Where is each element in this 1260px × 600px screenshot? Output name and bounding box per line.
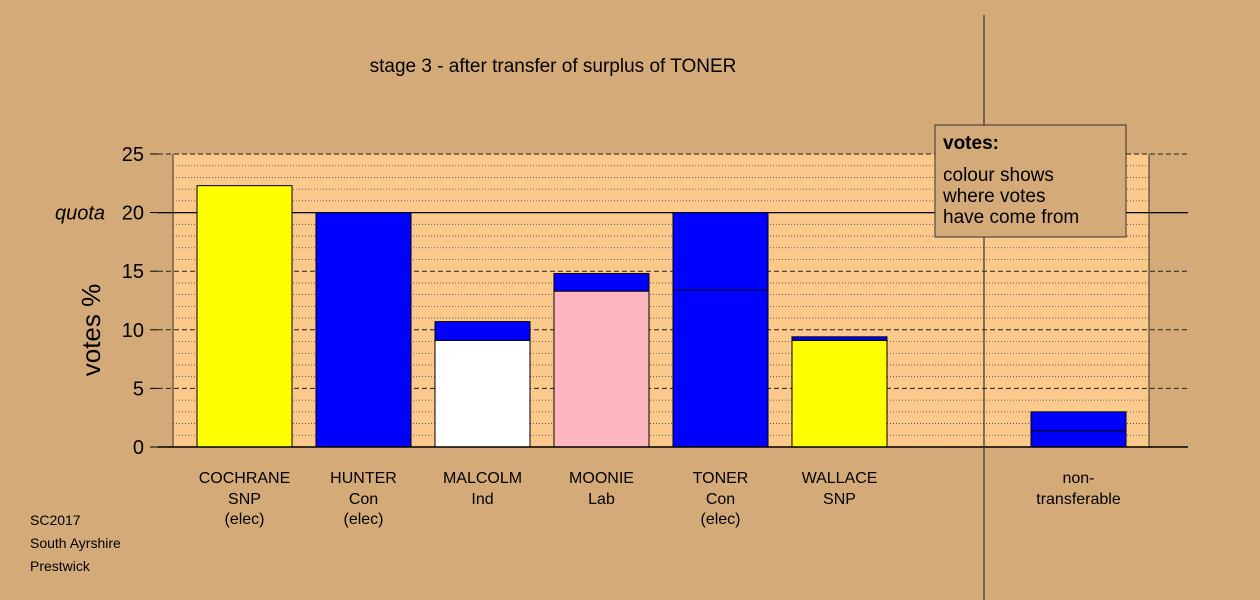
footer-line: SC2017: [30, 512, 81, 528]
candidate-name: COCHRANE: [199, 470, 291, 487]
candidate-status: (elec): [343, 511, 383, 528]
candidate-party: SNP: [228, 491, 261, 508]
candidate-party: Lab: [588, 491, 615, 508]
legend-line: colour shows: [943, 165, 1054, 186]
y-tick-label: 5: [133, 378, 144, 400]
y-tick-label: 25: [122, 144, 144, 166]
bar-wallace-segment-0: [791, 339, 888, 448]
bar-non-transferable-segment-1: [1030, 411, 1127, 432]
candidate-name: MOONIE: [569, 470, 634, 487]
bar-wallace-segment-1: [791, 336, 888, 341]
y-tick-label: 20: [122, 203, 144, 225]
bar-toner-segment-0: [672, 289, 769, 448]
candidate-party: SNP: [823, 491, 856, 508]
candidate-name: WALLACE: [802, 470, 878, 487]
legend-line: have come from: [943, 207, 1079, 228]
bar-non-transferable-segment-0: [1030, 430, 1127, 448]
bar-moonie-segment-1: [553, 273, 650, 292]
candidate-status: (elec): [224, 511, 264, 528]
bar-toner-segment-1: [672, 212, 769, 291]
footer-line: Prestwick: [30, 558, 91, 574]
footer-line: South Ayrshire: [30, 535, 121, 551]
candidate-party: Con: [706, 491, 735, 508]
chart-title: stage 3 - after transfer of surplus of T…: [370, 56, 737, 77]
legend-line: where votes: [942, 186, 1045, 207]
bar-malcolm-segment-1: [434, 321, 531, 341]
legend-title: votes:: [943, 133, 999, 154]
bar-moonie-segment-0: [553, 290, 650, 448]
candidate-party: Ind: [471, 491, 493, 508]
candidate-name: TONER: [693, 470, 749, 487]
y-tick-label: 15: [122, 261, 144, 283]
bar-hunter-segment-0: [315, 212, 412, 448]
candidate-name: MALCOLM: [443, 470, 522, 487]
candidate-status: (elec): [700, 511, 740, 528]
legend-box: [934, 124, 1127, 238]
y-axis-label: votes %: [76, 284, 106, 377]
bar-malcolm-segment-0: [434, 339, 531, 448]
non-transferable-label: non-: [1062, 470, 1094, 487]
non-transferable-label: transferable: [1036, 491, 1121, 508]
bar-cochrane-segment-0: [196, 185, 293, 448]
candidate-party: Con: [349, 491, 378, 508]
quota-label: quota: [55, 203, 105, 225]
candidate-name: HUNTER: [330, 470, 397, 487]
y-tick-label: 0: [133, 437, 144, 459]
y-tick-label: 10: [122, 320, 144, 342]
